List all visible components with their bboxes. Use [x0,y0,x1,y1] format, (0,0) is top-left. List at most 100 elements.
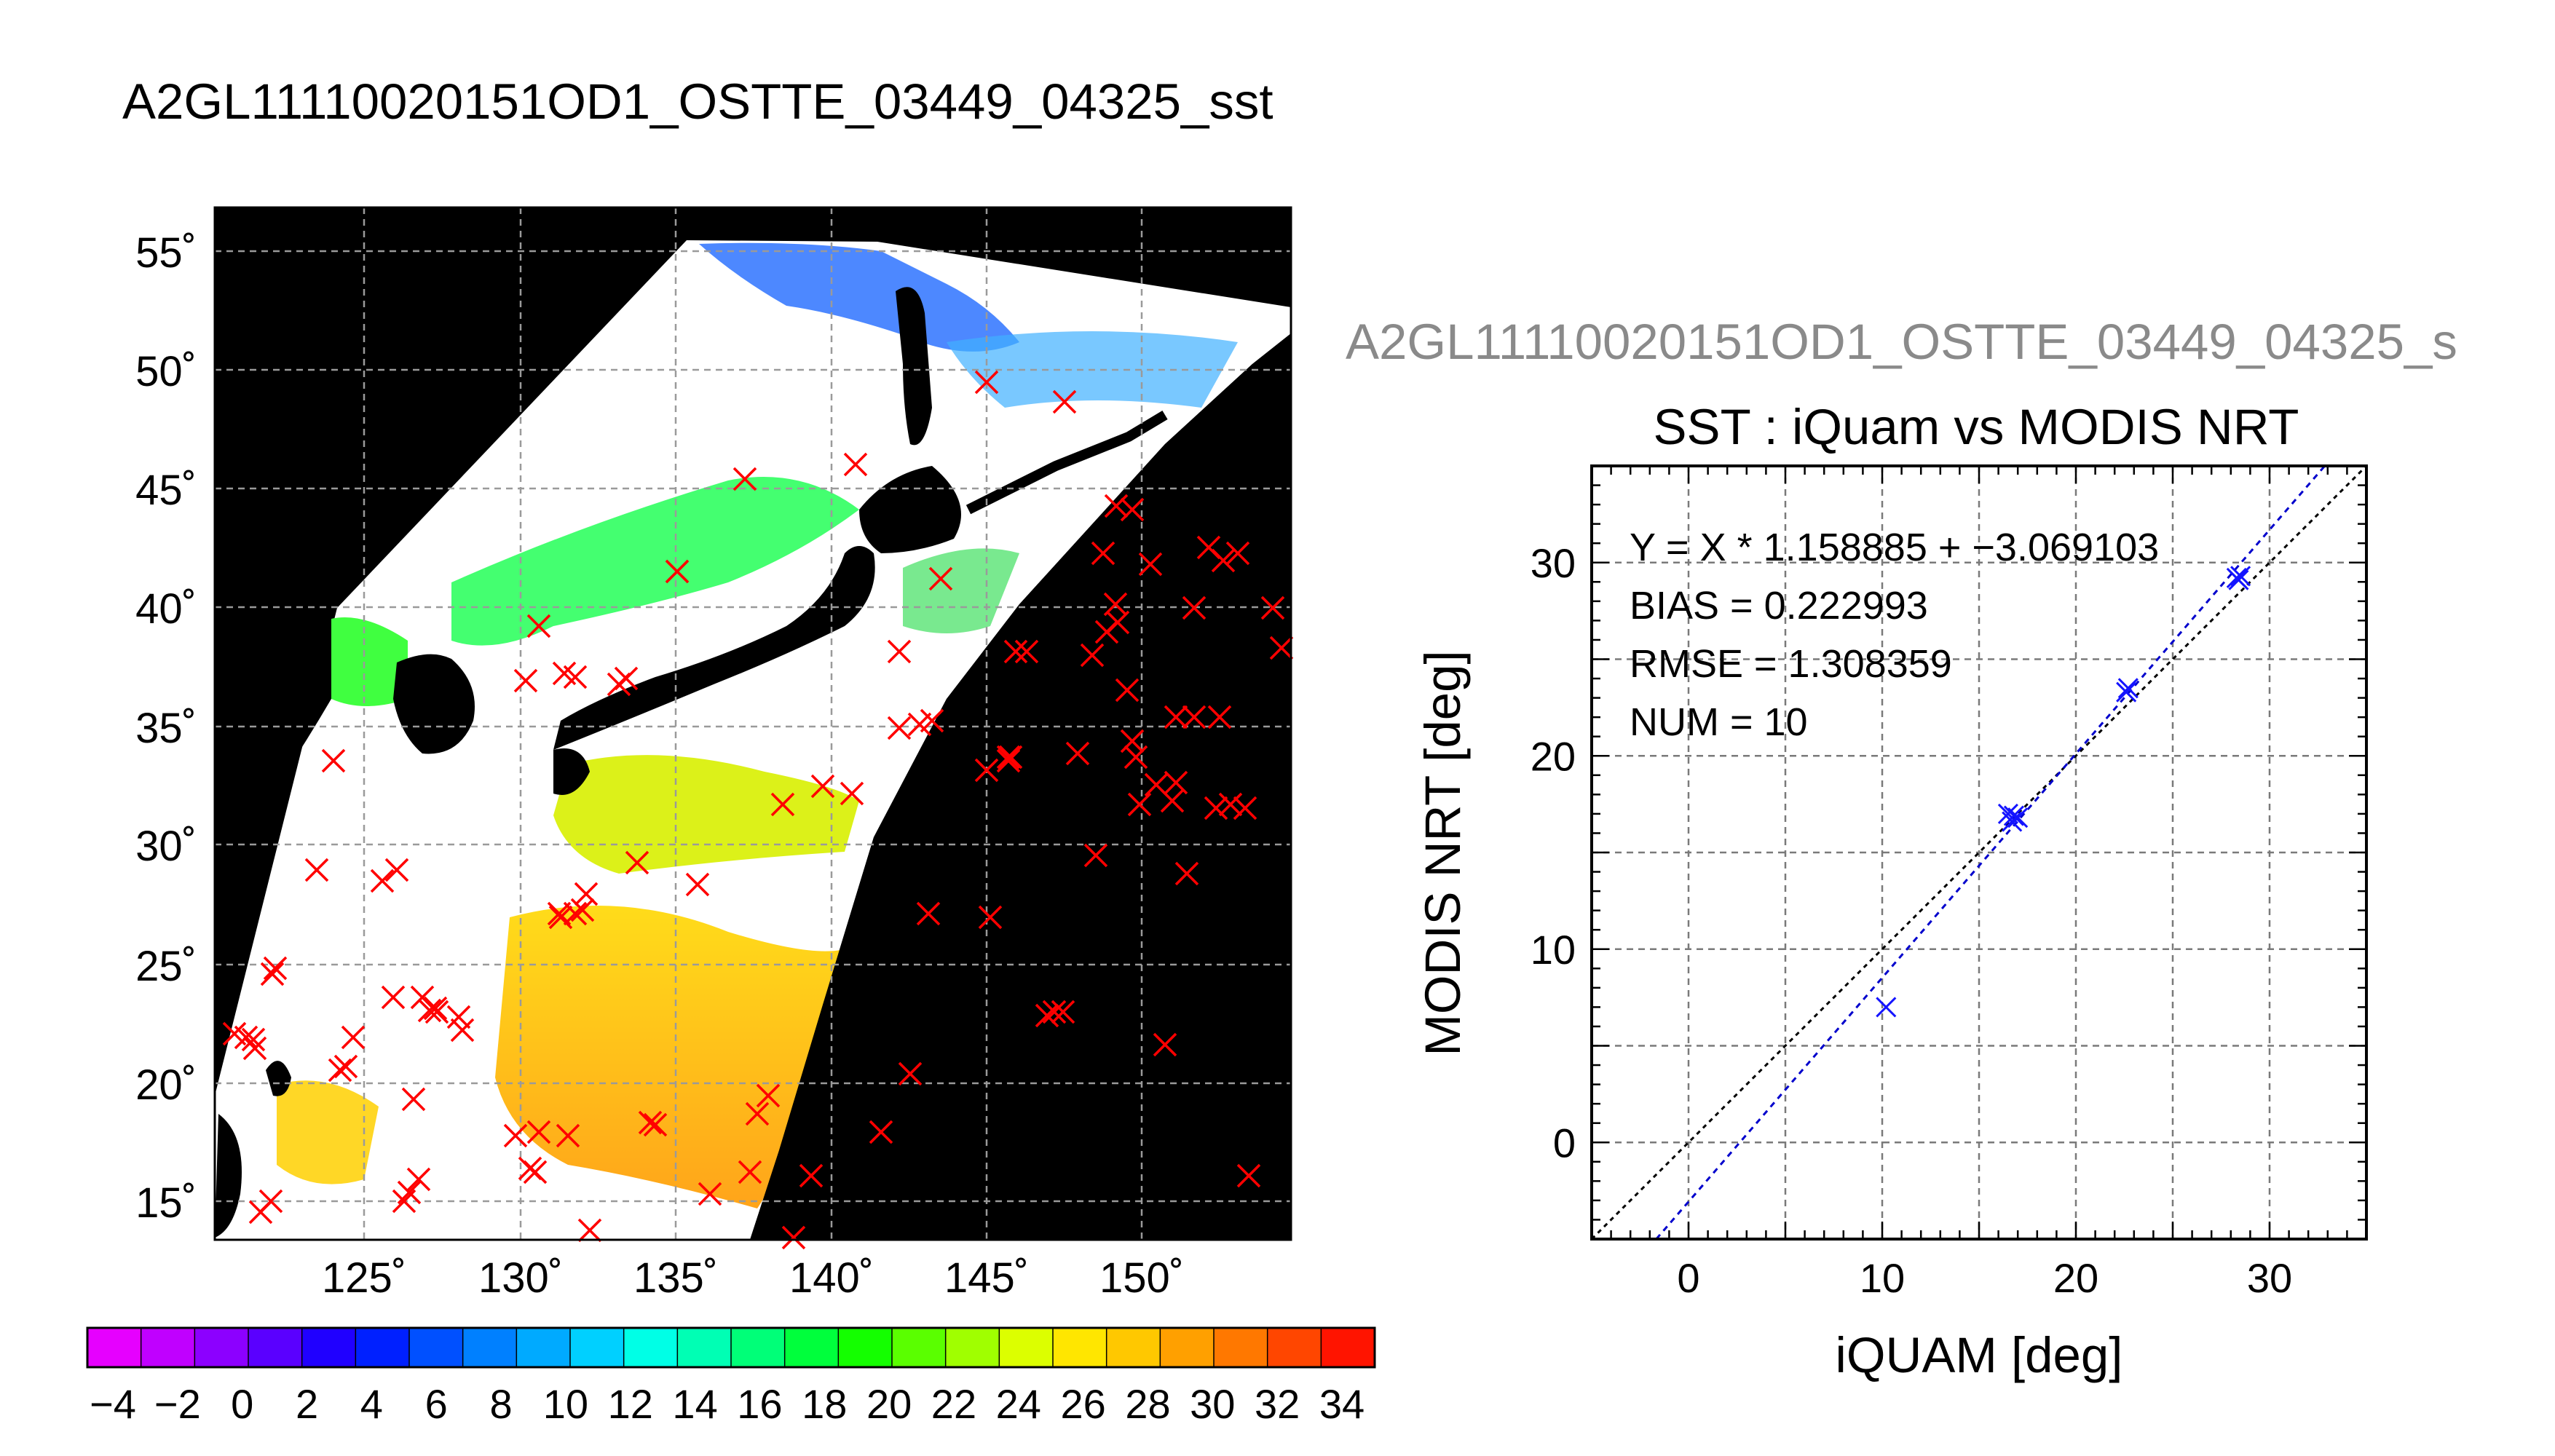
colorbar-swatch [409,1328,464,1367]
colorbar-swatch [1267,1328,1322,1367]
scatter-xlabel: iQUAM [deg] [1836,1327,2123,1383]
in-situ-marker [381,985,406,1010]
in-situ-marker [1124,745,1148,769]
in-situ-marker [304,858,329,882]
land-sakhalin [896,287,932,446]
identity-line [1590,464,2368,1241]
colorbar-swatch [1214,1328,1268,1367]
in-situ-marker [503,1123,528,1148]
colorbar-swatch [570,1328,625,1367]
land-honshu [553,546,875,750]
colorbar-tick-label: −4 [90,1381,136,1427]
in-situ-marker [1083,843,1108,868]
sst-patch-yellow-sea [331,617,408,706]
in-situ-marker [548,905,573,930]
in-situ-marker [1153,1032,1177,1057]
colorbar-tick-label: −2 [154,1381,201,1427]
map-lat-label: 40˚ [135,585,197,633]
in-situ-marker [328,1058,352,1083]
in-situ-marker [1014,639,1039,664]
sst-patch-east-china-sea [553,755,859,874]
scatter-point [2117,678,2139,699]
in-situ-marker [406,1167,431,1192]
colorbar-swatch [623,1328,678,1367]
map-lat-label: 15˚ [135,1179,197,1227]
colorbar-frame [86,1326,1376,1369]
in-situ-marker [974,370,999,395]
in-situ-marker [556,1123,580,1148]
in-situ-marker [916,901,941,926]
scatter-point [2007,807,2029,828]
in-situ-marker [397,1180,422,1205]
scatter-file-title: A2GL11110020151OD1_OSTTE_03449_04325_s [1346,314,2457,370]
in-situ-marker [321,748,346,773]
colorbar-tick-label: 16 [737,1381,782,1427]
colorbar-swatch [999,1328,1054,1367]
map-grid [215,207,1291,1240]
in-situ-marker [1236,1163,1261,1188]
scatter-ytick-label: 20 [1531,733,1576,779]
colorbar-swatch [516,1328,571,1367]
colorbar-tick-label: 20 [866,1381,912,1427]
in-situ-marker [574,882,599,906]
scatter-points [1876,566,2251,1018]
colorbar-swatch [892,1328,947,1367]
in-situ-marker [998,745,1023,769]
map-lat-label: 35˚ [135,705,197,752]
in-situ-marker [1182,705,1207,729]
in-situ-marker [928,566,953,591]
in-situ-marker [1065,741,1090,766]
colorbar-tick-label: 8 [489,1381,512,1427]
scatter-ytick-label: 0 [1553,1120,1576,1166]
in-situ-marker [1042,1000,1067,1024]
colorbar-swatch [87,1328,142,1367]
scatter-xtick-label: 0 [1677,1255,1699,1301]
scatter-title: SST : iQuam vs MODIS NRT [1654,399,2299,455]
page-title: A2GL11110020151OD1_OSTTE_03449_04325_sst [122,74,1273,130]
in-situ-marker [526,1120,551,1144]
in-situ-marker [1269,636,1294,660]
map-lon-label: 125˚ [322,1254,406,1302]
in-situ-marker [370,869,395,893]
scatter-xtick-label: 20 [2053,1255,2098,1301]
in-situ-marker [738,1160,762,1184]
colorbar-tick-label: 6 [425,1381,448,1427]
colorbar-swatch [1053,1328,1107,1367]
colorbar-tick-label: 14 [672,1381,717,1427]
in-situ-marker [907,712,932,737]
in-situ-marker [1035,1003,1059,1028]
scatter-grid [1592,466,2366,1239]
in-situ-marker [1211,548,1236,573]
stats-num: NUM = 10 [1630,700,1808,744]
map-lon-label: 135˚ [633,1254,718,1302]
map-lat-label: 55˚ [135,229,197,277]
scatter-point [2002,811,2023,832]
in-situ-marker [1091,541,1115,566]
in-situ-marker [887,716,912,740]
in-situ-marker [756,1083,781,1108]
in-situ-marker [799,1163,824,1188]
stats-bias: BIAS = 0.222993 [1630,584,1928,628]
in-situ-marker [1218,792,1243,817]
map-frame [213,206,1292,1241]
map-lon-label: 150˚ [1099,1254,1184,1302]
sst-patch-philippine-sea [495,906,852,1208]
colorbar-swatch [1321,1328,1375,1367]
land-philippines [215,1114,242,1238]
in-situ-marker [1174,861,1199,886]
map-lon-label: 140˚ [789,1254,874,1302]
colorbar-tick-label: 2 [296,1381,318,1427]
in-situ-marker [1003,639,1028,664]
in-situ-marker [547,901,572,926]
in-situ-marker [563,665,588,689]
colorbar-tick-label: 22 [931,1381,976,1427]
in-situ-marker [745,1101,770,1126]
in-situ-marker [732,467,757,491]
colorbar-tick-label: 18 [802,1381,847,1427]
colorbar-tick-label: 30 [1190,1381,1235,1427]
in-situ-marker [1144,772,1169,797]
sst-patch-japan-sea [451,477,859,646]
colorbar-tick-label: 10 [543,1381,588,1427]
in-situ-marker [446,1005,471,1029]
colorbar-swatch [355,1328,410,1367]
